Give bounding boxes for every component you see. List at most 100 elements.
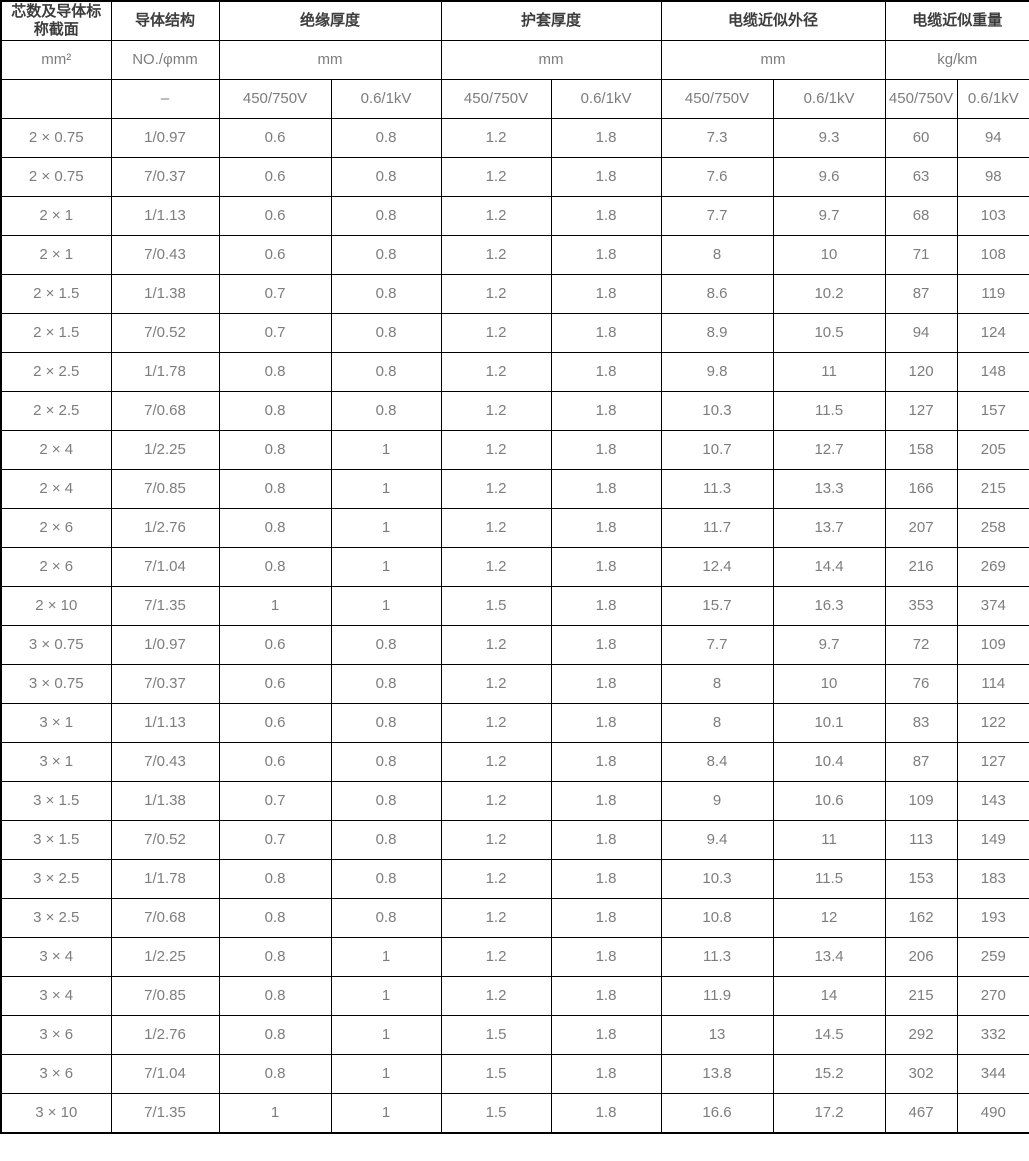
cell-approx-weight-450-750V-kg-km: 207	[884, 508, 958, 548]
cell-insulation-thickness-0.6-1kV-mm: 1	[330, 1054, 442, 1094]
cell-conductor-structure-no-phi-mm: 1/1.38	[110, 274, 220, 314]
cell-sheath-thickness-0.6-1kV-mm: 1.8	[550, 820, 662, 860]
cell-sheath-thickness-450-750V-mm: 1.2	[440, 859, 552, 899]
cell-approx-weight-0.6-1kV-kg-km: 205	[956, 430, 1029, 470]
cell-approx-weight-0.6-1kV-kg-km: 143	[956, 781, 1029, 821]
cell-approx-od-450-750V-mm: 11.7	[660, 508, 774, 548]
cell-insulation-thickness-0.6-1kV-mm: 1	[330, 508, 442, 548]
cell-conductor-structure-no-phi-mm: 7/1.35	[110, 1093, 220, 1133]
cell-approx-od-0.6-1kV-mm: 9.7	[772, 196, 886, 236]
table-row: 3 × 0.75 1/0.97 0.6 0.8 1.2 1.8 7.7 9.7 72 109	[0, 625, 1029, 665]
cell-approx-weight-0.6-1kV-kg-km: 269	[956, 547, 1029, 587]
cell-conductor-structure-no-phi-mm: 7/0.85	[110, 469, 220, 509]
cell-insulation-thickness-450-750V-mm: 0.6	[218, 235, 332, 275]
cell-cores-and-nominal-section-mm2: 3 × 4	[0, 937, 112, 977]
cell-conductor-structure-no-phi-mm: 7/0.43	[110, 235, 220, 275]
voltage-structure-dash: –	[110, 79, 220, 119]
cell-insulation-thickness-450-750V-mm: 1	[218, 586, 332, 626]
cell-approx-od-0.6-1kV-mm: 13.4	[772, 937, 886, 977]
table-row: 2 × 2.5 1/1.78 0.8 0.8 1.2 1.8 9.8 11 120 148	[0, 352, 1029, 392]
cell-approx-weight-450-750V-kg-km: 87	[884, 274, 958, 314]
cell-cores-and-nominal-section-mm2: 2 × 0.75	[0, 118, 112, 158]
cell-insulation-thickness-0.6-1kV-mm: 1	[330, 430, 442, 470]
header-conductor-structure: 导体结构	[110, 0, 220, 41]
header-insulation-thickness: 绝缘厚度	[218, 0, 442, 41]
cell-approx-weight-450-750V-kg-km: 120	[884, 352, 958, 392]
cell-approx-od-450-750V-mm: 11.3	[660, 469, 774, 509]
cell-approx-weight-450-750V-kg-km: 94	[884, 313, 958, 353]
cell-cores-and-nominal-section-mm2: 3 × 1.5	[0, 820, 112, 860]
cell-insulation-thickness-0.6-1kV-mm: 1	[330, 937, 442, 977]
cell-sheath-thickness-0.6-1kV-mm: 1.8	[550, 157, 662, 197]
cell-cores-and-nominal-section-mm2: 3 × 2.5	[0, 859, 112, 899]
cell-conductor-structure-no-phi-mm: 1/2.25	[110, 937, 220, 977]
cell-insulation-thickness-0.6-1kV-mm: 0.8	[330, 157, 442, 197]
cell-sheath-thickness-450-750V-mm: 1.2	[440, 898, 552, 938]
cell-conductor-structure-no-phi-mm: 1/1.38	[110, 781, 220, 821]
cell-approx-weight-0.6-1kV-kg-km: 374	[956, 586, 1029, 626]
cell-cores-and-nominal-section-mm2: 3 × 0.75	[0, 625, 112, 665]
cell-sheath-thickness-0.6-1kV-mm: 1.8	[550, 742, 662, 782]
cell-approx-od-450-750V-mm: 9.8	[660, 352, 774, 392]
cell-insulation-thickness-0.6-1kV-mm: 0.8	[330, 196, 442, 236]
cell-approx-od-0.6-1kV-mm: 10	[772, 235, 886, 275]
cell-conductor-structure-no-phi-mm: 7/0.52	[110, 313, 220, 353]
table-row: 3 × 4 7/0.85 0.8 1 1.2 1.8 11.9 14 215 270	[0, 976, 1029, 1016]
cell-insulation-thickness-0.6-1kV-mm: 1	[330, 469, 442, 509]
cell-insulation-thickness-450-750V-mm: 0.6	[218, 664, 332, 704]
cell-insulation-thickness-0.6-1kV-mm: 0.8	[330, 703, 442, 743]
cell-sheath-thickness-450-750V-mm: 1.2	[440, 508, 552, 548]
cell-sheath-thickness-0.6-1kV-mm: 1.8	[550, 976, 662, 1016]
voltage-od-high: 0.6/1kV	[772, 79, 886, 119]
cell-conductor-structure-no-phi-mm: 7/1.35	[110, 586, 220, 626]
cell-sheath-thickness-0.6-1kV-mm: 1.8	[550, 1015, 662, 1055]
cell-sheath-thickness-0.6-1kV-mm: 1.8	[550, 625, 662, 665]
cell-sheath-thickness-0.6-1kV-mm: 1.8	[550, 586, 662, 626]
cell-approx-weight-450-750V-kg-km: 113	[884, 820, 958, 860]
cell-approx-od-450-750V-mm: 10.7	[660, 430, 774, 470]
cell-insulation-thickness-0.6-1kV-mm: 1	[330, 1093, 442, 1133]
cell-insulation-thickness-0.6-1kV-mm: 0.8	[330, 313, 442, 353]
cell-approx-weight-0.6-1kV-kg-km: 332	[956, 1015, 1029, 1055]
table-row: 2 × 2.5 7/0.68 0.8 0.8 1.2 1.8 10.3 11.5 127 157	[0, 391, 1029, 431]
cell-insulation-thickness-0.6-1kV-mm: 1	[330, 1015, 442, 1055]
header-cores-section: 芯数及导体标称截面	[0, 0, 112, 41]
cell-sheath-thickness-0.6-1kV-mm: 1.8	[550, 274, 662, 314]
voltage-weight-high: 0.6/1kV	[956, 79, 1029, 119]
voltage-insulation-low: 450/750V	[218, 79, 332, 119]
voltage-insulation-high: 0.6/1kV	[330, 79, 442, 119]
cell-approx-weight-0.6-1kV-kg-km: 108	[956, 235, 1029, 275]
cell-insulation-thickness-0.6-1kV-mm: 1	[330, 586, 442, 626]
cell-approx-weight-450-750V-kg-km: 63	[884, 157, 958, 197]
cell-sheath-thickness-0.6-1kV-mm: 1.8	[550, 547, 662, 587]
cell-insulation-thickness-450-750V-mm: 0.7	[218, 820, 332, 860]
cell-approx-weight-450-750V-kg-km: 127	[884, 391, 958, 431]
cell-cores-and-nominal-section-mm2: 2 × 4	[0, 430, 112, 470]
cell-cores-and-nominal-section-mm2: 3 × 10	[0, 1093, 112, 1133]
cell-approx-weight-450-750V-kg-km: 71	[884, 235, 958, 275]
voltage-od-low: 450/750V	[660, 79, 774, 119]
cell-approx-od-450-750V-mm: 7.3	[660, 118, 774, 158]
cell-approx-od-450-750V-mm: 10.8	[660, 898, 774, 938]
cell-approx-od-450-750V-mm: 7.7	[660, 625, 774, 665]
cell-conductor-structure-no-phi-mm: 1/2.76	[110, 508, 220, 548]
cell-conductor-structure-no-phi-mm: 1/0.97	[110, 625, 220, 665]
cell-approx-od-0.6-1kV-mm: 12.7	[772, 430, 886, 470]
cell-cores-and-nominal-section-mm2: 3 × 2.5	[0, 898, 112, 938]
cell-insulation-thickness-450-750V-mm: 0.8	[218, 352, 332, 392]
cell-cores-and-nominal-section-mm2: 3 × 1	[0, 742, 112, 782]
cell-sheath-thickness-450-750V-mm: 1.2	[440, 430, 552, 470]
cell-sheath-thickness-0.6-1kV-mm: 1.8	[550, 118, 662, 158]
table-row: 3 × 1.5 1/1.38 0.7 0.8 1.2 1.8 9 10.6 109 143	[0, 781, 1029, 821]
cell-approx-od-0.6-1kV-mm: 14.4	[772, 547, 886, 587]
cell-conductor-structure-no-phi-mm: 7/0.43	[110, 742, 220, 782]
cell-insulation-thickness-0.6-1kV-mm: 0.8	[330, 118, 442, 158]
cell-insulation-thickness-450-750V-mm: 0.8	[218, 976, 332, 1016]
cell-insulation-thickness-0.6-1kV-mm: 0.8	[330, 274, 442, 314]
table-row: 3 × 2.5 7/0.68 0.8 0.8 1.2 1.8 10.8 12 162 193	[0, 898, 1029, 938]
cell-insulation-thickness-0.6-1kV-mm: 0.8	[330, 781, 442, 821]
cell-cores-and-nominal-section-mm2: 3 × 0.75	[0, 664, 112, 704]
cell-sheath-thickness-450-750V-mm: 1.2	[440, 235, 552, 275]
cell-approx-weight-0.6-1kV-kg-km: 148	[956, 352, 1029, 392]
cell-insulation-thickness-450-750V-mm: 0.6	[218, 625, 332, 665]
